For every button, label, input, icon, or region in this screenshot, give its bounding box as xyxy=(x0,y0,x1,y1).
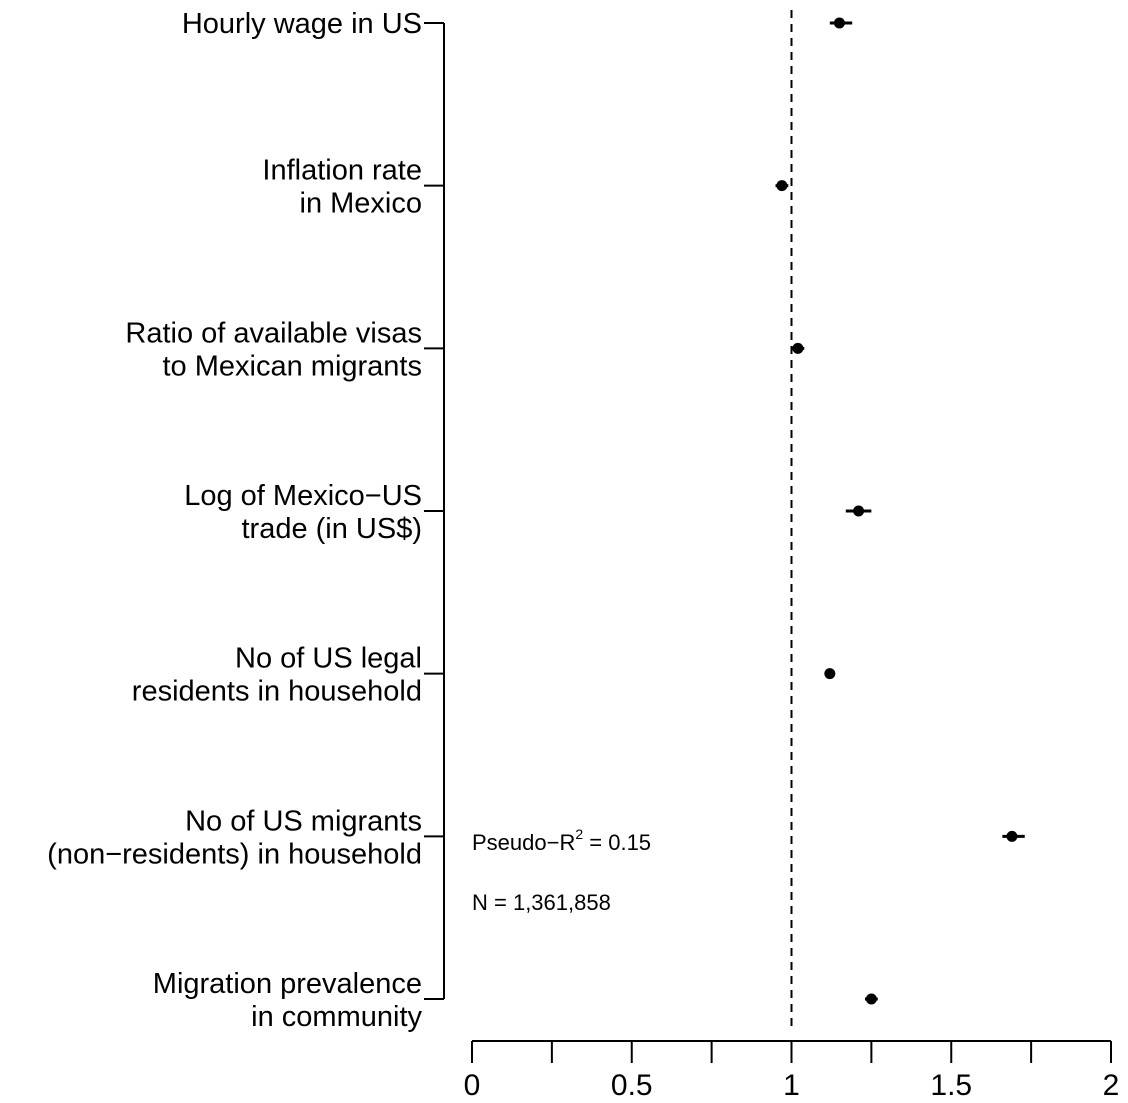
pseudo-r2-exponent: 2 xyxy=(575,826,583,842)
category-label-1: Hourly wage in US xyxy=(182,8,422,40)
category-label-2: Inflation rate in Mexico xyxy=(262,155,422,220)
data-points xyxy=(775,17,1025,1005)
category-label-5-line-2: residents in household xyxy=(132,676,422,708)
category-label-7-line-1: Migration prevalence xyxy=(153,968,422,1000)
category-label-4-line-2: trade (in US$) xyxy=(241,513,422,545)
x-tick-label-7: 1.5 xyxy=(930,1069,972,1102)
category-label-3: Ratio of available visas to Mexican migra… xyxy=(125,317,422,382)
category-label-3-line-1: Ratio of available visas xyxy=(125,317,422,349)
point-estimate-7 xyxy=(865,993,877,1005)
category-label-2-line-1: Inflation rate xyxy=(262,155,422,187)
category-label-7: Migration prevalence in community xyxy=(153,968,423,1033)
category-label-6-line-1: No of US migrants xyxy=(185,805,422,837)
n-annotation: N = 1,361,858 xyxy=(472,890,611,915)
x-axis: 0 0.5 1 1.5 2 xyxy=(464,1040,1120,1102)
category-label-5: No of US legal residents in household xyxy=(132,643,422,708)
x-tick-label-9: 2 xyxy=(1103,1069,1120,1102)
x-tick-label-1: 0 xyxy=(464,1069,481,1102)
category-label-3-line-2: to Mexican migrants xyxy=(163,350,423,382)
point-estimate-1 xyxy=(833,17,845,29)
pseudo-r2-prefix: Pseudo−R xyxy=(472,830,575,855)
pseudo-r2-annotation: Pseudo−R2 = 0.15 xyxy=(472,826,651,855)
annotations: Pseudo−R2 = 0.15 N = 1,361,858 xyxy=(472,826,651,915)
category-label-6-line-2: (non−residents) in household xyxy=(47,838,422,870)
point-estimate-4 xyxy=(853,505,865,517)
category-label-2-line-2: in Mexico xyxy=(300,188,423,220)
category-label-6: No of US migrants (non−residents) in hous… xyxy=(47,805,422,870)
point-estimate-6 xyxy=(1006,830,1018,842)
category-label-4: Log of Mexico−US trade (in US$) xyxy=(184,480,422,545)
x-tick-label-5: 1 xyxy=(783,1069,800,1102)
point-estimate-5 xyxy=(824,668,836,680)
pseudo-r2-suffix: = 0.15 xyxy=(583,830,651,855)
category-label-5-line-1: No of US legal xyxy=(235,643,422,675)
x-tick-label-3: 0.5 xyxy=(611,1069,653,1102)
category-label-4-line-1: Log of Mexico−US xyxy=(184,480,422,512)
y-axis: Hourly wage in US Inflation rate in Mexico… xyxy=(47,8,445,1033)
point-estimate-2 xyxy=(776,180,788,192)
category-label-7-line-2: in community xyxy=(251,1001,422,1033)
point-estimate-3 xyxy=(792,342,804,354)
